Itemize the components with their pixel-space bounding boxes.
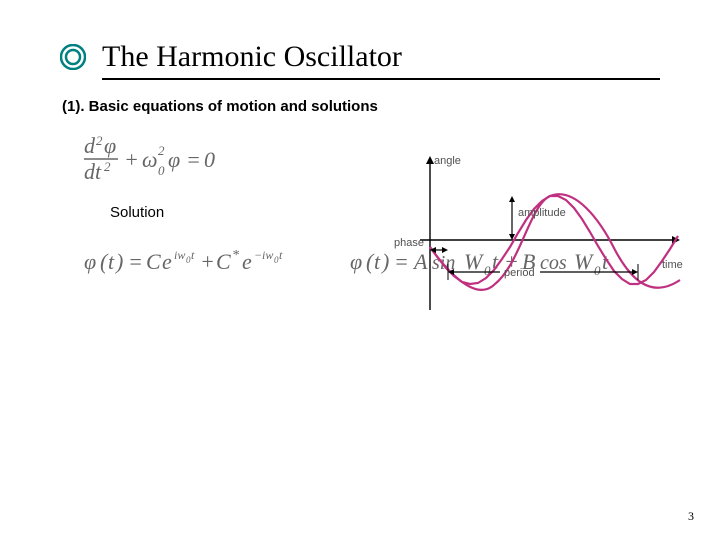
svg-text:): ) <box>114 249 123 274</box>
svg-text:): ) <box>380 249 389 274</box>
page-title: The Harmonic Oscillator <box>102 40 402 74</box>
amplitude-label: amplitude <box>518 207 566 219</box>
svg-text:0: 0 <box>158 163 165 178</box>
svg-text:2: 2 <box>104 159 111 174</box>
svg-text:=: = <box>186 147 201 172</box>
svg-text:t: t <box>374 249 381 274</box>
bullet-icon <box>60 44 86 70</box>
section-heading: (1). Basic equations of motion and solut… <box>62 98 660 115</box>
svg-text:φ: φ <box>350 249 362 274</box>
period-label: period <box>504 267 535 279</box>
svg-text:2: 2 <box>158 143 165 158</box>
svg-text:φ: φ <box>104 133 116 158</box>
svg-text:2: 2 <box>96 133 103 148</box>
svg-text:t: t <box>108 249 115 274</box>
svg-text:−: − <box>254 248 262 262</box>
y-axis-arrow-icon <box>426 156 434 164</box>
svg-text:t: t <box>279 248 283 262</box>
svg-text:iw: iw <box>262 248 273 262</box>
svg-text:=: = <box>128 249 143 274</box>
svg-text:+: + <box>124 147 139 172</box>
svg-text:φ: φ <box>84 249 96 274</box>
svg-text:dt: dt <box>84 159 102 184</box>
phase-arrow-right-icon <box>442 247 448 253</box>
svg-text:e: e <box>162 249 172 274</box>
svg-text:φ: φ <box>168 147 180 172</box>
phase-label: phase <box>394 237 424 249</box>
sine-wave-diagram: angle time phase amplitude period <box>390 150 690 330</box>
page-number: 3 <box>688 509 694 524</box>
svg-text:*: * <box>232 248 239 263</box>
equation-differential: d 2 φ dt 2 + ω 2 0 φ = 0 <box>84 133 254 189</box>
title-underline <box>102 78 660 80</box>
svg-text:C: C <box>146 249 161 274</box>
slide: The Harmonic Oscillator (1). Basic equat… <box>0 0 720 540</box>
svg-text:0: 0 <box>204 147 215 172</box>
amplitude-arrow-up-icon <box>509 196 515 202</box>
period-arrow-right-icon <box>632 269 638 275</box>
x-axis-label: time <box>662 259 683 271</box>
svg-text:iw: iw <box>174 248 185 262</box>
svg-text:+: + <box>200 249 215 274</box>
svg-text:ω: ω <box>142 147 158 172</box>
equation-exponential: φ ( t ) = C e iw 0 t + C * e − iw 0 t <box>84 245 334 279</box>
svg-text:C: C <box>216 249 231 274</box>
svg-text:e: e <box>242 249 252 274</box>
title-row: The Harmonic Oscillator <box>60 40 660 74</box>
svg-text:t: t <box>191 248 195 262</box>
svg-text:d: d <box>84 133 96 158</box>
y-axis-label: angle <box>434 155 461 167</box>
